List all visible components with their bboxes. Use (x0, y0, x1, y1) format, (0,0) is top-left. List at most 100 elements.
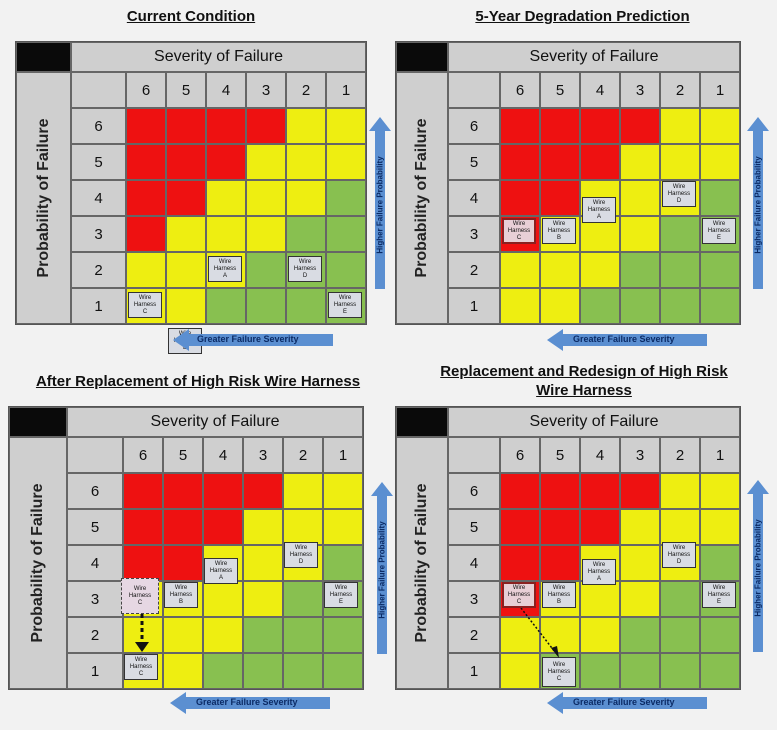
risk-cell (620, 509, 660, 545)
risk-cell (500, 473, 540, 509)
risk-cell (246, 180, 286, 216)
blank-cell (67, 437, 123, 473)
risk-cell (283, 509, 323, 545)
wire-harness-d: Wire Harness D (662, 181, 696, 207)
risk-cell (540, 252, 580, 288)
up-arrow-icon (369, 117, 391, 289)
risk-cell (166, 144, 206, 180)
wire-harness-e: Wire Harness E (324, 582, 358, 608)
blank-cell (448, 72, 500, 108)
risk-cell (700, 473, 740, 509)
corner-block (9, 407, 67, 437)
horizontal-arrow-label: Greater Failure Severity (573, 697, 675, 707)
risk-cell (163, 473, 203, 509)
panel-title: 5-Year Degradation Prediction (475, 8, 690, 25)
risk-cell (243, 545, 283, 581)
panel-title: After Replacement of High Risk Wire Harn… (35, 373, 361, 390)
risk-matrix: Severity of Failure Probability of Failu… (15, 41, 367, 354)
panel-after-replacement: After Replacement of High Risk Wire Harn… (8, 370, 393, 728)
severity-value: 5 (540, 437, 580, 473)
risk-cell (700, 252, 740, 288)
risk-cell (326, 252, 366, 288)
risk-cell (323, 617, 363, 653)
corner-block (396, 407, 448, 437)
risk-cell (700, 180, 740, 216)
risk-cell (246, 252, 286, 288)
risk-cell (500, 180, 540, 216)
risk-cell (206, 144, 246, 180)
severity-value: 3 (620, 437, 660, 473)
risk-cell (660, 288, 700, 324)
risk-matrix: Severity of Failure Probability of Failu… (8, 406, 364, 690)
risk-cell (243, 581, 283, 617)
risk-matrix: Severity of Failure Probability of Failu… (395, 41, 741, 325)
probability-value: 3 (448, 581, 500, 617)
vertical-arrow-label: Higher Failure Probability (753, 156, 763, 254)
risk-cell (500, 108, 540, 144)
risk-cell (500, 288, 540, 324)
wire-harness-c: Wire Harness C (502, 218, 536, 244)
risk-cell (323, 545, 363, 581)
risk-cell (126, 180, 166, 216)
risk-cell (580, 581, 620, 617)
risk-cell (500, 653, 540, 689)
risk-cell (580, 509, 620, 545)
wire-harness-e: Wire Harness E (328, 292, 362, 318)
severity-value: 5 (540, 72, 580, 108)
risk-cell (580, 617, 620, 653)
probability-value: 2 (448, 617, 500, 653)
left-arrow-icon (547, 692, 707, 714)
wire-harness-e: Wire Harness E (702, 582, 736, 608)
probability-header: Probability of Failure (396, 437, 448, 689)
risk-cell (283, 473, 323, 509)
probability-header: Probability of Failure (16, 72, 71, 324)
risk-cell (700, 509, 740, 545)
probability-value: 5 (448, 144, 500, 180)
risk-cell (620, 288, 660, 324)
probability-label: Probability of Failure (413, 118, 430, 278)
risk-cell (166, 108, 206, 144)
risk-cell (500, 252, 540, 288)
risk-cell (660, 581, 700, 617)
severity-value: 6 (500, 437, 540, 473)
risk-cell (580, 288, 620, 324)
risk-cell (286, 144, 326, 180)
up-arrow-icon (371, 482, 393, 654)
risk-cell (203, 581, 243, 617)
risk-cell (540, 617, 580, 653)
probability-value: 6 (448, 108, 500, 144)
wire-harness-a: Wire Harness A (208, 256, 242, 282)
risk-cell (540, 509, 580, 545)
probability-value: 5 (448, 509, 500, 545)
risk-cell (620, 108, 660, 144)
horizontal-arrow-label: Greater Failure Severity (573, 334, 675, 344)
move-arrow-icon (135, 614, 149, 652)
wire-harness-c-new: Wire Harness C (542, 657, 576, 687)
risk-cell (203, 473, 243, 509)
risk-cell (500, 144, 540, 180)
severity-value: 6 (123, 437, 163, 473)
severity-value: 6 (500, 72, 540, 108)
risk-cell (126, 216, 166, 252)
risk-cell (500, 617, 540, 653)
risk-cell (126, 108, 166, 144)
probability-value: 2 (448, 252, 500, 288)
probability-value: 6 (67, 473, 123, 509)
risk-cell (286, 180, 326, 216)
risk-cell (163, 509, 203, 545)
blank-cell (448, 437, 500, 473)
wire-harness-e: Wire Harness E (702, 218, 736, 244)
probability-value: 4 (448, 180, 500, 216)
risk-cell (620, 216, 660, 252)
risk-cell (206, 288, 246, 324)
severity-value: 4 (206, 72, 246, 108)
wire-harness-c-original: Wire Harness C (121, 578, 159, 614)
probability-value: 4 (448, 545, 500, 581)
risk-cell (243, 509, 283, 545)
probability-value: 5 (71, 144, 126, 180)
severity-header: Severity of Failure (448, 42, 740, 72)
risk-cell (700, 108, 740, 144)
wire-harness-d: Wire Harness D (284, 542, 318, 568)
risk-cell (540, 545, 580, 581)
